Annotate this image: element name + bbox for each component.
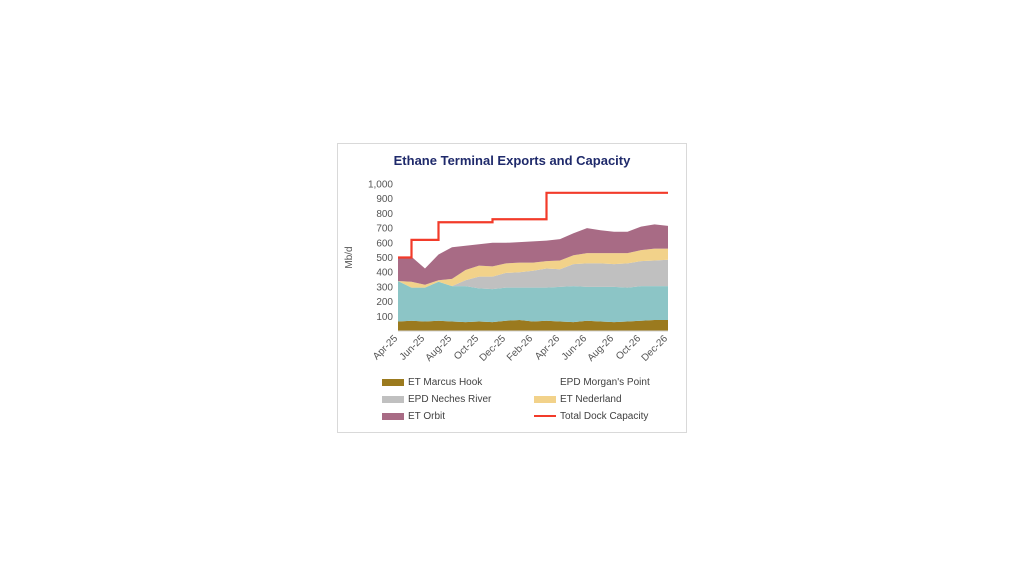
legend-item-epd-morgans-point: EPD Morgan's Point [534,375,684,389]
y-tick-label: 400 [376,268,393,279]
y-tick-label: 500 [376,253,393,264]
x-tick-label: Apr-26 [533,333,562,362]
x-tick-label: Apr-25 [371,333,400,362]
legend-item-et-nederland: ET Nederland [534,392,684,406]
y-tick-label: 200 [376,297,393,308]
area-epd-morgan-s-point [398,281,668,323]
line-total-dock-capacity [398,191,668,259]
legend-label-epd-neches-river: EPD Neches River [408,393,492,405]
area-epd-neches-river [398,259,668,290]
area-et-nederland [398,248,668,288]
legend-label-total-dock-capacity: Total Dock Capacity [560,410,649,422]
x-tick-label: Dec-25 [478,333,509,364]
y-tick-label: 300 [376,282,393,293]
legend-item-total-dock-capacity: Total Dock Capacity [534,409,684,423]
x-tick-label: Jun-26 [560,333,590,363]
legend-label-et-marcus-hook: ET Marcus Hook [408,376,483,388]
legend-swatch-total-dock-capacity [534,415,556,417]
legend-item-et-orbit: ET Orbit [382,409,534,423]
chart-legend: ET Marcus Hook EPD Morgan's Point EPD Ne… [382,375,682,423]
legend-swatch-et-marcus-hook [382,378,404,386]
legend-item-et-marcus-hook: ET Marcus Hook [382,375,534,389]
y-tick-label: 600 [376,238,393,249]
legend-label-epd-morgans-point: EPD Morgan's Point [560,376,650,388]
area-et-marcus-hook [398,319,668,331]
legend-swatch-et-nederland [534,395,556,403]
legend-item-epd-neches-river: EPD Neches River [382,392,534,406]
legend-swatch-et-orbit [382,412,404,420]
x-tick-label: Aug-25 [424,333,455,364]
x-tick-label: Dec-26 [640,333,671,364]
chart-plot: 100 200 300 400 500 600 700 800 900 1,000 Mb/d Apr-… [344,180,671,364]
y-tick-label: 1,000 [368,180,393,191]
x-tick-label: Oct-26 [614,333,643,362]
area-et-orbit [398,224,668,285]
legend-swatch-epd-morgans-point [534,379,556,386]
legend-label-et-nederland: ET Nederland [560,393,622,405]
y-tick-label: 100 [376,312,393,323]
y-tick-label: 700 [376,224,393,235]
legend-swatch-epd-neches-river [382,395,404,403]
x-tick-label: Feb-26 [505,333,535,363]
legend-label-et-orbit: ET Orbit [408,410,446,422]
x-tick-label: Aug-26 [586,333,617,364]
y-tick-label: 900 [376,194,393,205]
x-tick-label: Oct-25 [452,333,481,362]
chart-title: Ethane Terminal Exports and Capacity [393,153,631,168]
y-axis-label: Mb/d [344,246,355,268]
x-tick-label: Jun-25 [398,333,428,363]
y-tick-label: 800 [376,209,393,220]
chart-card: Ethane Terminal Exports and Capacity 100… [337,143,687,433]
